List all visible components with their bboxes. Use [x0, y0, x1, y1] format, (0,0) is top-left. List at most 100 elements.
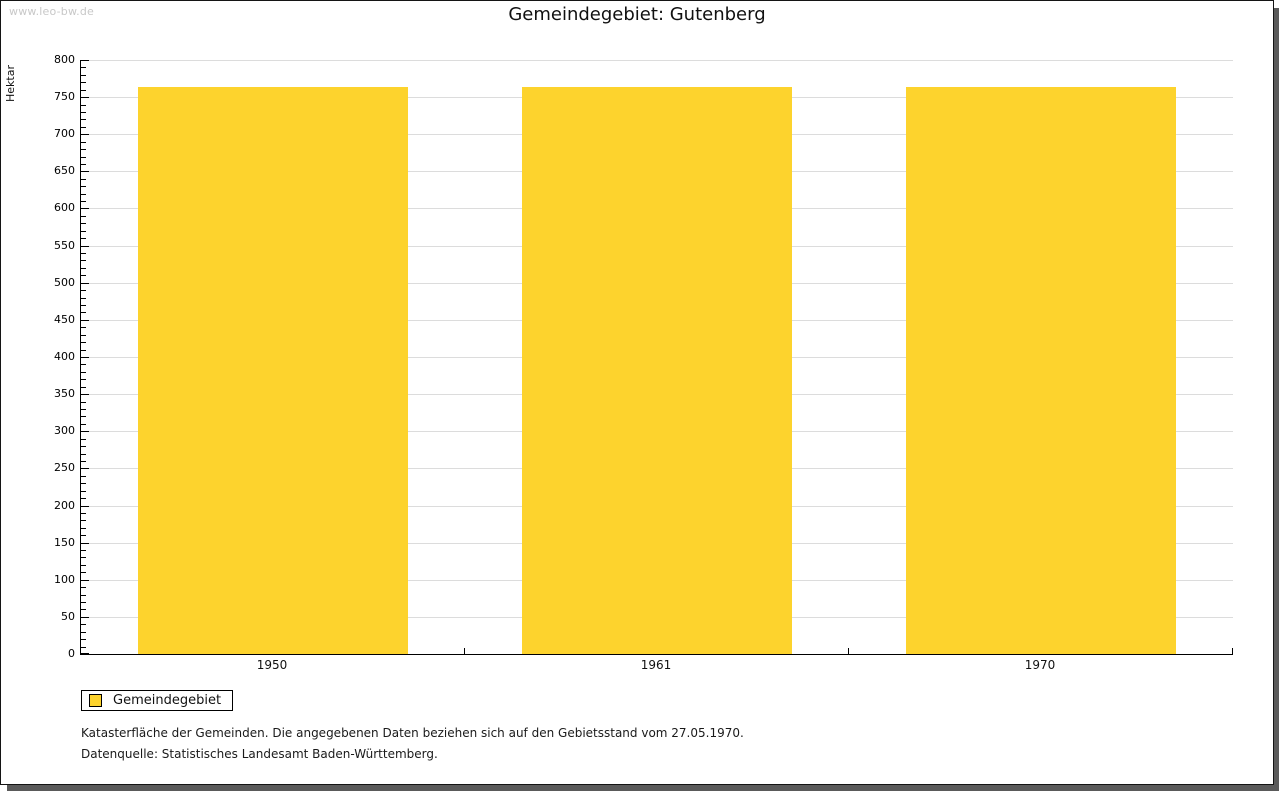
y-minor-tick	[81, 476, 86, 477]
y-tick-label: 250	[54, 461, 75, 474]
y-minor-tick	[81, 624, 86, 625]
gridline	[81, 60, 1233, 61]
y-minor-tick	[81, 461, 86, 462]
y-minor-tick	[81, 305, 86, 306]
y-tick-label: 50	[61, 610, 75, 623]
y-major-tick	[81, 208, 89, 209]
y-minor-tick	[81, 268, 86, 269]
y-tick-label: 750	[54, 90, 75, 103]
y-minor-tick	[81, 179, 86, 180]
y-major-tick	[81, 134, 89, 135]
y-minor-tick	[81, 112, 86, 113]
bar	[138, 87, 408, 654]
chart-title: Gemeindegebiet: Gutenberg	[508, 4, 766, 25]
y-major-tick	[81, 320, 89, 321]
y-minor-tick	[81, 379, 86, 380]
y-tick-label: 350	[54, 387, 75, 400]
y-minor-tick	[81, 402, 86, 403]
y-tick-label: 800	[54, 53, 75, 66]
x-boundary-tick	[1232, 648, 1233, 654]
y-minor-tick	[81, 67, 86, 68]
y-tick-label: 100	[54, 573, 75, 586]
y-minor-tick	[81, 483, 86, 484]
x-boundary-tick	[848, 648, 849, 654]
y-minor-tick	[81, 639, 86, 640]
x-tick-label: 1961	[640, 658, 672, 672]
y-major-tick	[81, 506, 89, 507]
y-minor-tick	[81, 498, 86, 499]
y-minor-tick	[81, 520, 86, 521]
y-tick-label: 550	[54, 239, 75, 252]
y-minor-tick	[81, 119, 86, 120]
y-minor-tick	[81, 550, 86, 551]
y-tick-label: 200	[54, 499, 75, 512]
watermark: www.leo-bw.de	[9, 5, 95, 18]
y-minor-tick	[81, 238, 86, 239]
y-minor-tick	[81, 513, 86, 514]
y-minor-tick	[81, 260, 86, 261]
x-boundary-tick	[464, 648, 465, 654]
y-minor-tick	[81, 312, 86, 313]
legend-swatch	[89, 694, 102, 707]
y-minor-tick	[81, 632, 86, 633]
footnote-line: Katasterfläche der Gemeinden. Die angege…	[81, 726, 744, 740]
y-minor-tick	[81, 253, 86, 254]
y-tick-label: 650	[54, 164, 75, 177]
y-minor-tick	[81, 149, 86, 150]
y-major-tick	[81, 653, 89, 654]
x-tick-label: 1970	[1024, 658, 1056, 672]
y-major-tick	[81, 246, 89, 247]
y-major-tick	[81, 617, 89, 618]
y-minor-tick	[81, 647, 86, 648]
y-minor-tick	[81, 164, 86, 165]
y-minor-tick	[81, 157, 86, 158]
y-minor-tick	[81, 201, 86, 202]
y-tick-label: 500	[54, 276, 75, 289]
y-minor-tick	[81, 387, 86, 388]
y-major-tick	[81, 394, 89, 395]
x-axis-tick-labels: 1950 1961 1970	[80, 658, 1232, 674]
y-major-tick	[81, 60, 89, 61]
y-minor-tick	[81, 528, 86, 529]
y-minor-tick	[81, 142, 86, 143]
y-major-tick	[81, 357, 89, 358]
y-minor-tick	[81, 372, 86, 373]
bar	[906, 87, 1176, 654]
x-tick-label: 1950	[256, 658, 288, 672]
y-minor-tick	[81, 186, 86, 187]
y-minor-tick	[81, 416, 86, 417]
y-minor-tick	[81, 342, 86, 343]
y-minor-tick	[81, 364, 86, 365]
y-minor-tick	[81, 602, 86, 603]
y-minor-tick	[81, 409, 86, 410]
y-minor-tick	[81, 587, 86, 588]
y-minor-tick	[81, 290, 86, 291]
y-tick-label: 400	[54, 350, 75, 363]
y-tick-label: 700	[54, 127, 75, 140]
y-minor-tick	[81, 557, 86, 558]
y-minor-tick	[81, 298, 86, 299]
y-major-tick	[81, 97, 89, 98]
y-major-tick	[81, 580, 89, 581]
y-minor-tick	[81, 216, 86, 217]
y-minor-tick	[81, 82, 86, 83]
y-tick-label: 600	[54, 201, 75, 214]
y-axis-tick-labels: 0 50 100 150 200 250 300 350 400 450 500 550 600 650 7…	[1, 53, 75, 660]
y-minor-tick	[81, 535, 86, 536]
y-minor-tick	[81, 231, 86, 232]
bar	[522, 87, 792, 654]
y-major-tick	[81, 468, 89, 469]
y-minor-tick	[81, 335, 86, 336]
y-minor-tick	[81, 275, 86, 276]
y-minor-tick	[81, 609, 86, 610]
y-minor-tick	[81, 491, 86, 492]
y-minor-tick	[81, 350, 86, 351]
y-tick-label: 450	[54, 313, 75, 326]
y-major-tick	[81, 283, 89, 284]
legend-label: Gemeindegebiet	[113, 693, 222, 708]
y-minor-tick	[81, 446, 86, 447]
legend: Gemeindegebiet	[81, 690, 234, 711]
y-major-tick	[81, 543, 89, 544]
datasource-line: Datenquelle: Statistisches Landesamt Bad…	[81, 747, 438, 761]
